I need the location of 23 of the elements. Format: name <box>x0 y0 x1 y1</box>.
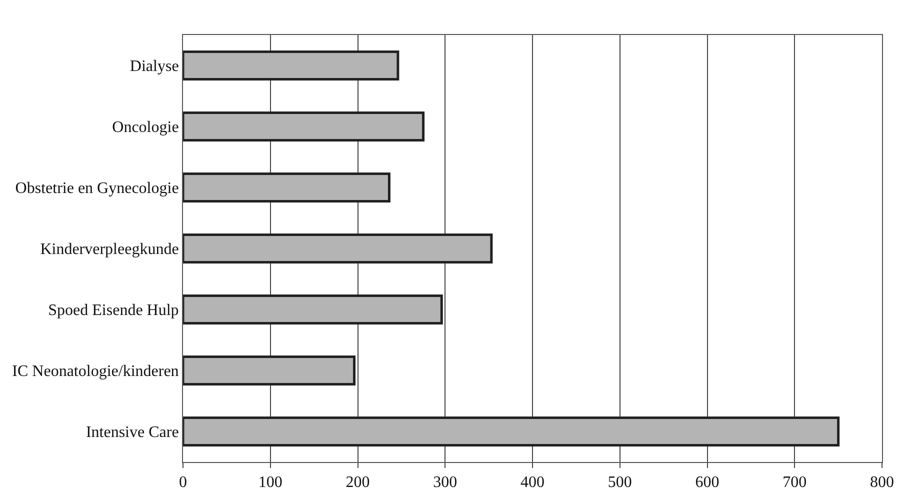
y-tick-label: Spoed Eisende Hulp <box>48 302 179 320</box>
bar <box>183 172 390 202</box>
x-tick-label: 700 <box>782 474 807 492</box>
bar <box>183 50 400 80</box>
x-tick-label: 100 <box>258 474 282 492</box>
x-tick-label: 500 <box>608 474 632 492</box>
x-tick-label: 600 <box>695 474 720 492</box>
x-tick-label: 400 <box>520 474 544 492</box>
y-tick-label: Oncologie <box>112 119 179 136</box>
bar <box>183 416 840 446</box>
bar <box>183 112 425 142</box>
bar <box>183 356 356 386</box>
y-tick-label: Obstetrie en Gynecologie <box>15 180 179 198</box>
x-tick-label: 0 <box>179 474 187 492</box>
y-tick-label: Kinderverpleegkunde <box>40 241 179 258</box>
x-tick-label: 800 <box>870 474 894 492</box>
bar <box>183 294 443 324</box>
y-tick-label: IC Neonatologie/kinderen <box>12 363 179 380</box>
x-tick-label: 300 <box>433 474 458 492</box>
x-tick-label: 200 <box>346 474 370 492</box>
y-tick-label: Intensive Care <box>86 424 179 442</box>
y-tick-label: Dialyse <box>130 58 179 76</box>
bar <box>183 234 493 264</box>
